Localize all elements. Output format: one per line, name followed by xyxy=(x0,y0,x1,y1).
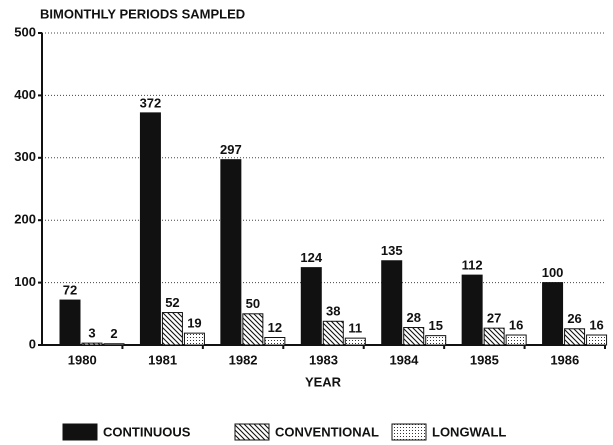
y-tick-label: 500 xyxy=(14,24,36,39)
legend-label: LONGWALL xyxy=(432,424,506,439)
bar xyxy=(59,299,81,346)
x-tick-label: 1983 xyxy=(309,352,338,367)
data-label: 38 xyxy=(326,304,340,319)
data-label: 100 xyxy=(542,265,564,280)
bar xyxy=(542,282,564,346)
legend-swatch xyxy=(391,423,427,441)
bar xyxy=(483,327,505,346)
y-axis-label: BIMONTHLY PERIODS SAMPLED xyxy=(40,6,245,21)
data-label: 16 xyxy=(589,317,603,332)
data-label: 26 xyxy=(567,311,581,326)
bar xyxy=(183,332,205,346)
legend-swatch xyxy=(62,423,98,441)
data-label: 372 xyxy=(140,95,162,110)
data-label: 2 xyxy=(110,326,117,341)
x-tick-label: 1985 xyxy=(470,352,499,367)
bar xyxy=(81,342,103,346)
bar xyxy=(220,159,242,346)
bar xyxy=(103,343,125,346)
x-tick-label: 1981 xyxy=(148,352,177,367)
bar xyxy=(300,267,322,346)
y-tick-label: 200 xyxy=(14,212,36,227)
data-label: 124 xyxy=(300,250,322,265)
y-tick-label: 300 xyxy=(14,149,36,164)
legend-swatch xyxy=(234,423,270,441)
bar xyxy=(344,337,366,346)
bar xyxy=(564,328,586,346)
bar xyxy=(161,312,183,346)
y-tick-label: 0 xyxy=(29,336,36,351)
data-label: 135 xyxy=(381,243,403,258)
data-label: 28 xyxy=(406,310,420,325)
x-tick-label: 1986 xyxy=(550,352,579,367)
data-label: 52 xyxy=(165,295,179,310)
data-label: 12 xyxy=(268,320,282,335)
data-label: 50 xyxy=(246,296,260,311)
x-axis-label: YEAR xyxy=(305,374,342,389)
y-tick-label: 100 xyxy=(14,274,36,289)
bar xyxy=(322,320,344,346)
bar xyxy=(242,313,264,346)
data-label: 11 xyxy=(348,321,362,336)
x-tick-label: 1982 xyxy=(229,352,258,367)
bar xyxy=(264,337,286,346)
bar xyxy=(586,334,608,346)
legend-label: CONVENTIONAL xyxy=(275,424,379,439)
data-label: 112 xyxy=(462,258,483,273)
data-label: 72 xyxy=(63,283,77,298)
bar xyxy=(461,274,483,346)
bar xyxy=(505,334,527,346)
data-label: 16 xyxy=(509,317,523,332)
x-tick-label: 1984 xyxy=(389,352,419,367)
bar xyxy=(403,327,425,346)
bar xyxy=(425,335,447,346)
data-label: 297 xyxy=(220,142,242,157)
data-label: 27 xyxy=(487,311,501,326)
bar xyxy=(381,260,403,346)
y-tick-label: 400 xyxy=(14,87,36,102)
data-label: 3 xyxy=(88,326,95,341)
legend-label: CONTINUOUS xyxy=(103,424,191,439)
bar xyxy=(139,112,161,346)
data-label: 19 xyxy=(187,316,201,331)
x-tick-label: 1980 xyxy=(68,352,97,367)
data-label: 15 xyxy=(428,318,442,333)
